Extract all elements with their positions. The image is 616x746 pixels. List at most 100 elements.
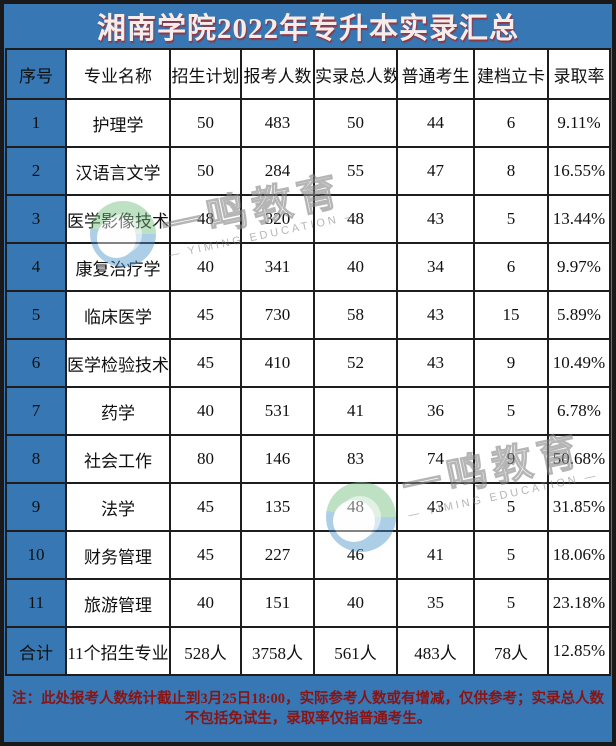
data-cell: 48 (313, 482, 398, 532)
data-cell: 5 (473, 530, 549, 580)
data-cell: 50 (169, 98, 242, 148)
data-cell: 483 (240, 98, 315, 148)
data-cell: 55 (313, 146, 398, 196)
row-number-cell: 7 (5, 386, 67, 436)
row-number-cell: 合计 (5, 626, 67, 676)
data-cell: 320 (240, 194, 315, 244)
data-cell: 58 (313, 290, 398, 340)
data-cell: 36 (396, 386, 475, 436)
row-number-cell: 11 (5, 578, 67, 628)
column-header: 实录总人数 (313, 48, 398, 100)
data-cell: 151 (240, 578, 315, 628)
table-row: 7 药学 40 531 41 36 5 6.78% (5, 386, 611, 436)
data-cell: 6 (473, 98, 549, 148)
data-cell: 47 (396, 146, 475, 196)
table-row: 8 社会工作 80 146 83 74 9 50.68% (5, 434, 611, 484)
column-header: 报考人数 (240, 48, 315, 100)
footer-note: 注：此处报考人数统计截止到3月25日18:00，实际参考人数或有增减，仅供参考；… (11, 690, 605, 727)
data-cell: 44 (396, 98, 475, 148)
data-cell: 50 (313, 98, 398, 148)
table-row: 9 法学 45 135 48 43 5 31.85% (5, 482, 611, 532)
column-header: 普通考生 (396, 48, 475, 100)
data-cell: 11个招生专业 (65, 626, 171, 676)
data-cell: 5 (473, 386, 549, 436)
row-number-cell: 10 (5, 530, 67, 580)
data-cell: 医学影像技术 (65, 194, 171, 244)
data-cell: 康复治疗学 (65, 242, 171, 292)
data-cell: 10.49% (547, 338, 611, 388)
data-cell: 40 (169, 578, 242, 628)
data-cell: 83 (313, 434, 398, 484)
data-cell: 284 (240, 146, 315, 196)
data-cell: 531 (240, 386, 315, 436)
row-number-cell: 8 (5, 434, 67, 484)
data-cell: 3758人 (240, 626, 315, 676)
data-cell: 40 (169, 242, 242, 292)
table-row: 6 医学检验技术 45 410 52 43 9 10.49% (5, 338, 611, 388)
data-cell: 旅游管理 (65, 578, 171, 628)
data-cell: 43 (396, 482, 475, 532)
data-cell: 8 (473, 146, 549, 196)
data-cell: 43 (396, 338, 475, 388)
column-header: 建档立卡 (473, 48, 549, 100)
data-cell: 财务管理 (65, 530, 171, 580)
page-title: 湘南学院2022年专升本实录汇总 (96, 13, 519, 45)
data-cell: 227 (240, 530, 315, 580)
data-cell: 45 (169, 530, 242, 580)
data-cell: 社会工作 (65, 434, 171, 484)
data-cell: 23.18% (547, 578, 611, 628)
table-header-row: 序号 专业名称 招生计划 报考人数 实录总人数 普通考生 建档立卡 录取率 (5, 48, 611, 100)
table-row: 合计 11个招生专业 528人 3758人 561人 483人 78人 12.85% (5, 626, 611, 676)
row-number-cell: 6 (5, 338, 67, 388)
data-cell: 6 (473, 242, 549, 292)
row-number-cell: 1 (5, 98, 67, 148)
data-cell: 43 (396, 290, 475, 340)
table-row: 3 医学影像技术 48 320 48 43 5 13.44% (5, 194, 611, 244)
row-number-cell: 3 (5, 194, 67, 244)
data-cell: 41 (313, 386, 398, 436)
table-row: 10 财务管理 45 227 46 41 5 18.06% (5, 530, 611, 580)
table-row: 2 汉语言文学 50 284 55 47 8 16.55% (5, 146, 611, 196)
data-cell: 9.97% (547, 242, 611, 292)
data-cell: 35 (396, 578, 475, 628)
data-cell: 13.44% (547, 194, 611, 244)
data-cell: 146 (240, 434, 315, 484)
data-cell: 9.11% (547, 98, 611, 148)
data-cell: 528人 (169, 626, 242, 676)
row-number-cell: 9 (5, 482, 67, 532)
data-cell: 6.78% (547, 386, 611, 436)
data-cell: 9 (473, 338, 549, 388)
data-cell: 医学检验技术 (65, 338, 171, 388)
data-cell: 45 (169, 290, 242, 340)
data-cell: 730 (240, 290, 315, 340)
row-number-cell: 5 (5, 290, 67, 340)
table-row: 4 康复治疗学 40 341 40 34 6 9.97% (5, 242, 611, 292)
data-cell: 50 (169, 146, 242, 196)
data-cell: 40 (313, 578, 398, 628)
column-header: 专业名称 (65, 48, 171, 100)
table-body: 1 护理学 50 483 50 44 6 9.11% 2 汉语言文学 50 284 55 47 8 16.55… (5, 98, 611, 676)
data-cell: 78人 (473, 626, 549, 676)
table-row: 11 旅游管理 40 151 40 35 5 23.18% (5, 578, 611, 628)
data-cell: 45 (169, 482, 242, 532)
data-cell: 135 (240, 482, 315, 532)
data-cell: 5 (473, 578, 549, 628)
data-cell: 48 (313, 194, 398, 244)
data-cell: 48 (169, 194, 242, 244)
data-cell: 40 (313, 242, 398, 292)
data-cell: 9 (473, 434, 549, 484)
table-row: 5 临床医学 45 730 58 43 15 5.89% (5, 290, 611, 340)
row-number-cell: 2 (5, 146, 67, 196)
data-cell: 45 (169, 338, 242, 388)
row-number-cell: 4 (5, 242, 67, 292)
data-cell: 561人 (313, 626, 398, 676)
data-cell: 汉语言文学 (65, 146, 171, 196)
data-cell: 410 (240, 338, 315, 388)
data-cell: 341 (240, 242, 315, 292)
data-cell: 483人 (396, 626, 475, 676)
data-cell: 80 (169, 434, 242, 484)
data-cell: 16.55% (547, 146, 611, 196)
data-cell: 43 (396, 194, 475, 244)
data-cell: 15 (473, 290, 549, 340)
